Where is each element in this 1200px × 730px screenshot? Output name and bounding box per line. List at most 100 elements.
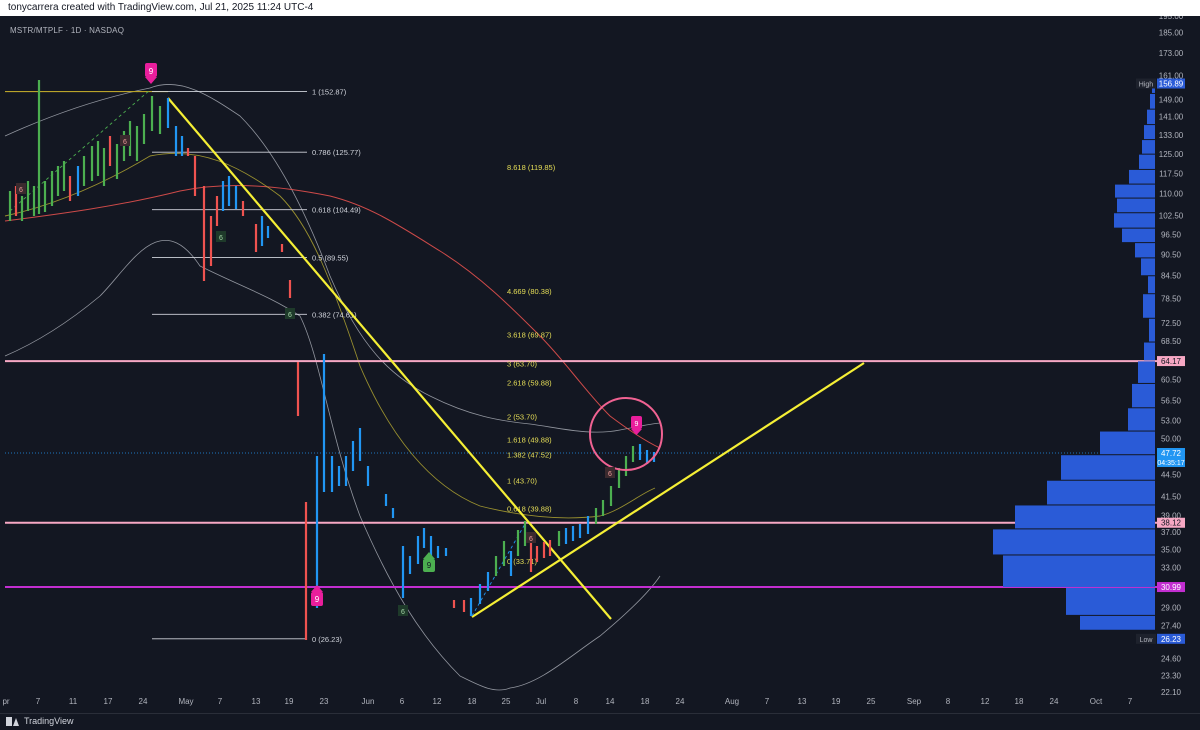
price-chart[interactable]: 1 (152.87) 0.786 (125.77) 0.618 (104.49) 0.…: [0, 12, 1200, 713]
signal-9-top[interactable]: 9: [145, 63, 157, 84]
svg-text:6: 6: [401, 609, 405, 616]
time-tick: 8: [946, 697, 951, 706]
time-axis[interactable]: pr 7 11 17 24 May 7 13 19 23 Jun 6 12 18 25 Jul 8 14 18 24 A…: [2, 697, 1132, 706]
price-tick: 39.00: [1161, 512, 1182, 521]
bollinger-lower: [4, 240, 661, 691]
price-label-tag-box: [1136, 633, 1156, 644]
time-tick: 6: [400, 697, 405, 706]
price-tick: 78.50: [1161, 294, 1182, 303]
volume-profile-bar: [1122, 228, 1155, 243]
volume-profile-bar: [1147, 109, 1155, 125]
svg-text:6: 6: [529, 536, 533, 543]
price-label-value: 64.17: [1161, 357, 1182, 366]
volume-profile-bar: [1148, 276, 1155, 294]
price-tick: 185.00: [1159, 28, 1184, 37]
time-tick: 25: [867, 697, 876, 706]
time-tick: Jul: [536, 697, 546, 706]
chart-area[interactable]: 1 (152.87) 0.786 (125.77) 0.618 (104.49) 0.…: [0, 12, 1200, 713]
fib-extension-label: 0 (33.71): [507, 557, 538, 566]
price-label-box: [1157, 633, 1185, 644]
price-tick: 29.00: [1161, 604, 1182, 613]
svg-text:9: 9: [635, 421, 639, 428]
fib-extension-label: 3.618 (69.87): [507, 331, 552, 340]
volume-profile-bar: [1128, 408, 1155, 431]
time-tick: 17: [104, 697, 113, 706]
price-tick: 35.00: [1161, 545, 1182, 554]
volume-profile-bar: [993, 529, 1155, 555]
svg-text:9: 9: [427, 561, 432, 570]
credit-text: tonycarrera created with TradingView.com…: [8, 2, 314, 13]
price-label-box: [1157, 517, 1185, 528]
volume-profile-bar: [1150, 93, 1155, 109]
price-tick: 195.00: [1159, 16, 1184, 21]
volume-profile-bar: [1100, 431, 1155, 455]
time-tick: 7: [36, 697, 41, 706]
price-tick: 84.50: [1161, 272, 1182, 281]
signal-9-circle[interactable]: 9: [589, 397, 663, 471]
signal-markers[interactable]: 9 9 9 9 6: [16, 63, 663, 616]
svg-text:9: 9: [149, 67, 154, 76]
fib-extension-label: 1.382 (47.52): [507, 450, 552, 459]
svg-text:6: 6: [219, 235, 223, 242]
time-tick: 24: [139, 697, 148, 706]
price-label-value: 30.99: [1161, 583, 1182, 592]
volume-profile-bar: [1066, 587, 1155, 615]
time-tick: 24: [1050, 697, 1059, 706]
fib-extension-label: 0.618 (39.88): [507, 505, 552, 514]
time-tick: 25: [502, 697, 511, 706]
symbol-label[interactable]: MSTR/MTPLF · 1D · NASDAQ: [10, 26, 125, 35]
price-label-box: [1157, 356, 1185, 367]
fib-retracement-label: 0.786 (125.77): [312, 148, 361, 157]
time-tick: 18: [468, 697, 477, 706]
price-tick: 33.00: [1161, 564, 1182, 573]
time-tick: pr: [2, 697, 9, 706]
price-tick: 60.50: [1161, 375, 1182, 384]
price-label-box: [1157, 78, 1185, 89]
price-tick: 56.50: [1161, 397, 1182, 406]
price-tick: 173.00: [1159, 49, 1184, 58]
trendlines[interactable]: [9, 89, 865, 620]
time-tick: 7: [765, 697, 770, 706]
time-tick: 18: [1015, 697, 1024, 706]
price-label-value: 26.23: [1161, 635, 1182, 644]
price-label-tag: Low: [1140, 637, 1154, 644]
price-tick: 37.00: [1161, 528, 1182, 537]
price-tick: 125.00: [1159, 150, 1184, 159]
volume-profile-bar: [1047, 480, 1155, 505]
fib-extension-label: 2 (53.70): [507, 412, 538, 421]
price-tick: 161.00: [1159, 71, 1184, 80]
brand[interactable]: TradingView: [6, 716, 74, 726]
volume-profile-bar: [1015, 505, 1155, 529]
volume-profile-bar: [1149, 318, 1155, 342]
price-label-value: 156.89: [1159, 80, 1184, 89]
price-tick: 72.50: [1161, 319, 1182, 328]
fib-retracement-label: 0.618 (104.49): [312, 206, 361, 215]
volume-profile: [993, 80, 1155, 630]
ascending-trendline[interactable]: [471, 362, 865, 618]
price-tick: 90.50: [1161, 250, 1182, 259]
descending-trendline[interactable]: [167, 97, 612, 620]
horizontal-lines[interactable]: [5, 90, 1157, 589]
volume-profile-bar: [1138, 361, 1155, 383]
fib-extension-label: 1 (43.70): [507, 476, 538, 485]
fib-extension-label: 1.618 (49.88): [507, 435, 552, 444]
fib-levels[interactable]: 1 (152.87) 0.786 (125.77) 0.618 (104.49) 0.…: [152, 88, 556, 644]
price-tick: 149.00: [1159, 96, 1184, 105]
price-tick: 53.00: [1161, 416, 1182, 425]
signal-9-low[interactable]: 9: [311, 585, 323, 606]
price-axis[interactable]: 195.00 185.00 173.00 161.00 149.00 141.00 133.…: [1159, 12, 1184, 697]
time-tick: 7: [1128, 697, 1133, 706]
time-tick: 23: [320, 697, 329, 706]
volume-profile-bar: [1141, 258, 1155, 276]
price-tick: 96.50: [1161, 230, 1182, 239]
time-tick: 7: [218, 697, 223, 706]
price-tick: 102.50: [1159, 212, 1184, 221]
volume-profile-bar: [1003, 555, 1155, 587]
price-label-tag-box: [1136, 78, 1156, 89]
fib-extension-label: 3 (63.70): [507, 359, 538, 368]
fib-retracement-label: 0.382 (74.61): [312, 310, 357, 319]
time-tick: 13: [798, 697, 807, 706]
price-tick: 141.00: [1159, 113, 1184, 122]
volume-profile-bar: [1144, 125, 1155, 140]
signal-9-green[interactable]: 9: [423, 552, 435, 572]
